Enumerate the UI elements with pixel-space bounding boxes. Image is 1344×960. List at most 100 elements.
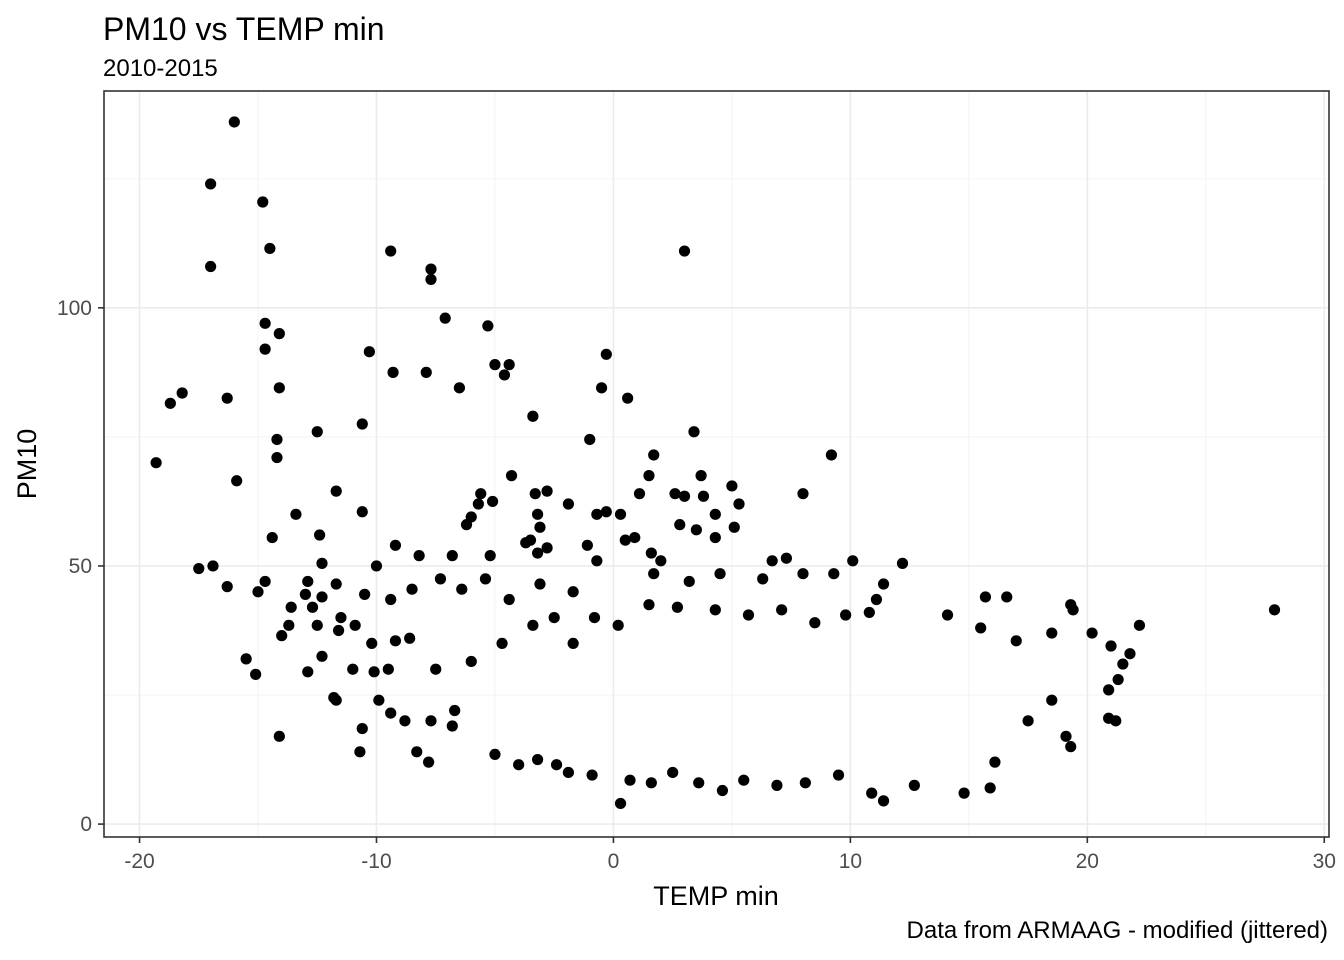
data-point xyxy=(347,663,359,675)
data-point xyxy=(311,619,323,631)
data-point xyxy=(828,568,840,580)
data-point xyxy=(614,797,627,810)
data-point xyxy=(562,498,575,510)
data-point xyxy=(356,506,368,518)
data-point xyxy=(257,196,269,208)
data-point xyxy=(716,784,729,797)
data-point xyxy=(524,534,537,546)
data-point xyxy=(534,578,546,590)
data-point xyxy=(449,704,461,717)
data-point xyxy=(567,637,579,650)
data-point xyxy=(690,524,702,536)
data-point xyxy=(283,619,295,631)
data-point xyxy=(1060,730,1072,742)
data-point xyxy=(489,359,501,371)
data-point xyxy=(695,470,707,482)
data-point xyxy=(273,730,285,742)
data-point xyxy=(586,769,598,781)
data-point xyxy=(667,766,679,779)
data-point xyxy=(273,382,285,394)
data-point xyxy=(399,715,411,727)
data-point xyxy=(532,508,544,520)
data-point xyxy=(709,604,721,616)
data-point xyxy=(385,593,397,606)
data-point xyxy=(591,508,603,520)
data-point xyxy=(314,529,326,541)
data-point xyxy=(332,624,345,637)
data-point xyxy=(221,581,233,593)
data-point xyxy=(496,637,508,650)
data-point xyxy=(513,759,525,771)
data-point xyxy=(363,346,375,358)
data-point xyxy=(562,766,575,779)
data-point xyxy=(164,397,176,409)
data-point xyxy=(472,498,484,510)
data-point xyxy=(430,663,442,675)
data-point xyxy=(581,539,593,551)
data-point xyxy=(252,586,264,598)
data-point xyxy=(633,488,646,500)
y-axis-title: PM10 xyxy=(12,429,42,500)
data-point xyxy=(648,568,660,580)
data-point xyxy=(847,555,859,567)
data-point xyxy=(259,575,271,588)
data-point xyxy=(532,753,544,766)
data-point xyxy=(413,550,425,562)
data-point xyxy=(527,410,539,422)
data-point xyxy=(1046,627,1058,639)
data-point xyxy=(612,619,624,631)
data-point xyxy=(484,550,496,562)
x-tick-label: 10 xyxy=(839,850,862,873)
data-point xyxy=(643,599,655,611)
data-point xyxy=(877,578,890,590)
data-point xyxy=(648,449,660,461)
data-point xyxy=(356,722,368,735)
data-point xyxy=(1022,715,1034,727)
plot-gridlines xyxy=(104,91,1329,837)
data-point xyxy=(1268,604,1281,616)
data-point xyxy=(1112,673,1124,686)
data-point xyxy=(1117,658,1129,670)
data-point xyxy=(276,630,288,642)
data-point xyxy=(271,433,283,446)
data-point xyxy=(299,588,312,600)
data-point xyxy=(1010,635,1022,647)
data-point xyxy=(588,611,601,624)
data-point xyxy=(373,694,385,706)
data-point xyxy=(655,555,667,567)
data-point xyxy=(908,779,920,791)
data-point xyxy=(757,573,769,585)
data-point xyxy=(264,242,276,255)
data-point xyxy=(1001,591,1013,603)
data-point xyxy=(316,557,328,569)
data-point xyxy=(1086,627,1098,639)
data-point xyxy=(797,568,809,580)
data-point xyxy=(550,759,563,771)
data-point xyxy=(614,508,627,520)
data-point xyxy=(411,746,423,758)
data-point xyxy=(671,601,684,613)
x-axis-title: TEMP min xyxy=(653,881,779,911)
data-point xyxy=(832,769,845,781)
data-point xyxy=(316,650,328,662)
data-point xyxy=(387,366,399,378)
x-tick-label: -20 xyxy=(124,850,154,873)
data-point xyxy=(541,542,553,554)
data-point xyxy=(446,720,458,732)
data-point xyxy=(984,782,996,794)
data-point xyxy=(776,604,788,616)
data-point xyxy=(335,611,347,624)
data-point xyxy=(385,245,397,257)
data-point xyxy=(1103,712,1115,724)
data-point xyxy=(406,583,418,595)
data-point xyxy=(359,588,371,600)
data-point xyxy=(766,555,778,567)
data-point xyxy=(532,547,544,559)
data-point xyxy=(382,663,394,675)
data-point xyxy=(567,586,579,598)
data-point xyxy=(989,756,1001,768)
data-point xyxy=(503,593,515,606)
data-point xyxy=(389,539,402,551)
data-point xyxy=(527,619,539,631)
plot-panel xyxy=(103,90,1330,838)
